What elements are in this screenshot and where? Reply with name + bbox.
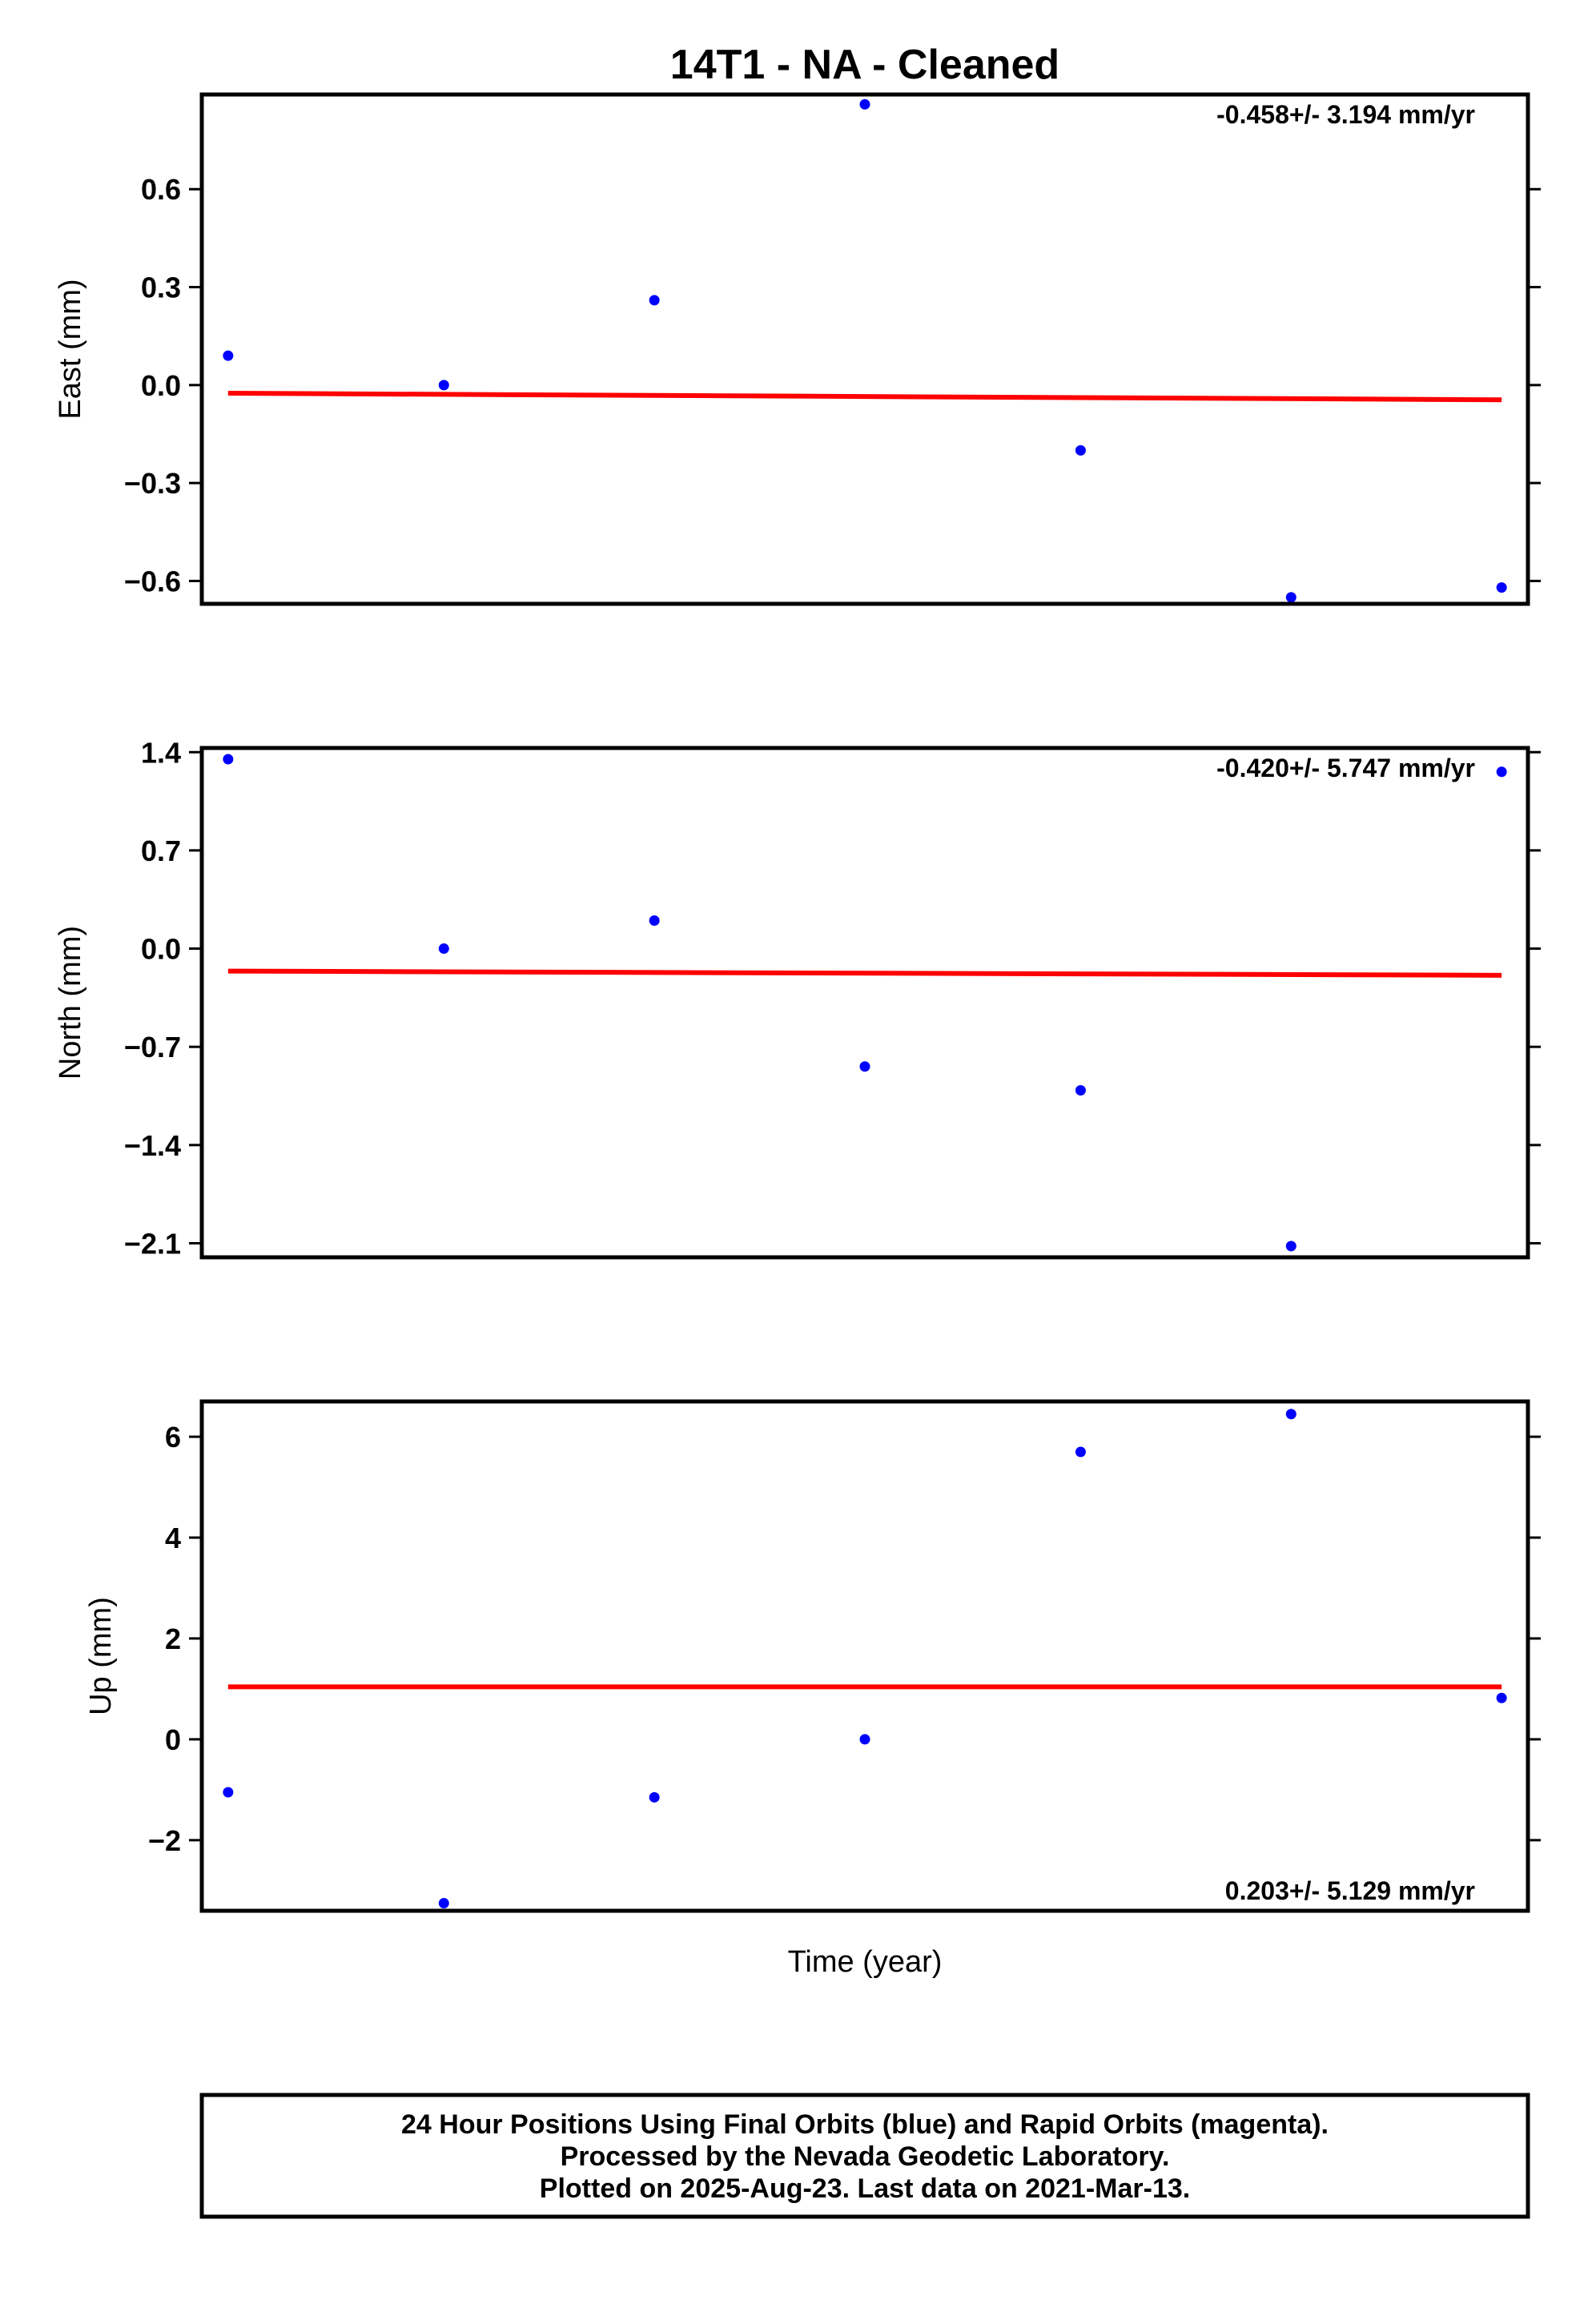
data-point [438, 380, 449, 391]
y-tick-label: 0.0 [141, 369, 181, 402]
y-tick-label: −0.7 [124, 1031, 181, 1063]
data-point [1075, 444, 1086, 456]
data-point [649, 915, 660, 927]
y-tick-label: 2 [165, 1622, 181, 1655]
data-point [223, 754, 234, 765]
y-axis-label: East (mm) [54, 279, 87, 419]
y-tick-label: 4 [165, 1522, 181, 1554]
y-tick-label: −0.3 [124, 467, 181, 500]
data-point [1496, 1692, 1507, 1703]
footer-box: 24 Hour Positions Using Final Orbits (bl… [199, 2093, 1530, 2219]
rate-label: -0.420+/- 5.747 mm/yr [1216, 754, 1475, 782]
data-point [859, 1061, 870, 1072]
data-point [649, 1791, 660, 1803]
panels: 0.6 0.3 0.0 −0.3 −0.6 East (mm) -0.458+/- 3.19… [54, 92, 1541, 1913]
data-point [859, 1734, 870, 1745]
y-tick-label: −0.6 [124, 565, 181, 597]
footer-line-1: 24 Hour Positions Using Final Orbits (bl… [401, 2109, 1329, 2140]
x-axis-label: Time (year) [788, 1945, 943, 1979]
rate-label: 0.203+/- 5.129 mm/yr [1225, 1876, 1475, 1905]
footer-line-2: Processed by the Nevada Geodetic Laborat… [561, 2141, 1170, 2172]
data-point [1285, 592, 1297, 603]
data-point [859, 99, 870, 110]
y-tick-label: −2 [148, 1824, 181, 1857]
data-point [1285, 1409, 1297, 1420]
panel-2: 1.4 0.7 0.0 −0.7 −1.4 −2.1 North (mm) -0.420+/-… [54, 736, 1541, 1260]
y-tick-label: 0.6 [141, 173, 181, 206]
panel-3: 6 4 2 0 −2 Up (mm) 0.203+/- 5.129 mm/yr [84, 1399, 1541, 1913]
data-point [1285, 1240, 1297, 1252]
footer-line-3: Plotted on 2025-Aug-23. Last data on 202… [540, 2173, 1190, 2204]
trend-line [227, 391, 1502, 403]
data-point [1496, 582, 1507, 593]
data-point [1496, 766, 1507, 778]
plot-frame [199, 746, 1530, 1260]
data-point [223, 350, 234, 361]
y-tick-label: 6 [165, 1421, 181, 1454]
data-point [438, 1898, 449, 1909]
y-tick-label: 0 [165, 1723, 181, 1756]
data-point [1075, 1446, 1086, 1458]
y-tick-label: 1.4 [141, 736, 181, 769]
data-point [1075, 1085, 1086, 1096]
y-tick-label: 0.0 [141, 933, 181, 966]
plot-frame [199, 1399, 1530, 1913]
data-point [438, 943, 449, 955]
data-point [223, 1787, 234, 1798]
y-tick-label: −1.4 [124, 1129, 181, 1162]
trend-line [227, 968, 1502, 978]
footer-frame [199, 2093, 1530, 2219]
y-axis-label: Up (mm) [84, 1597, 118, 1715]
y-tick-label: 0.3 [141, 271, 181, 304]
plot-frame [199, 92, 1530, 606]
data-point [649, 295, 660, 306]
y-axis-label: North (mm) [54, 926, 87, 1080]
panel-1: 0.6 0.3 0.0 −0.3 −0.6 East (mm) -0.458+/- 3.19… [54, 92, 1541, 606]
y-tick-label: −2.1 [124, 1227, 181, 1260]
y-tick-label: 0.7 [141, 834, 181, 867]
rate-label: -0.458+/- 3.194 mm/yr [1216, 100, 1475, 129]
chart-title: 14T1 - NA - Cleaned [670, 42, 1059, 88]
